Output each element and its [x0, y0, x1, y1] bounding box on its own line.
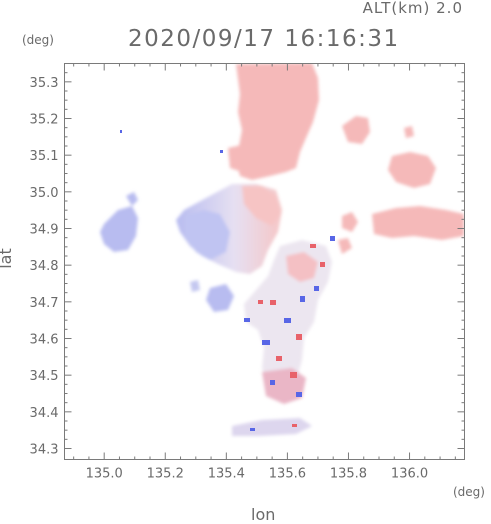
y-tick-label: 34.4: [30, 406, 59, 421]
eastern-echo-band: [338, 116, 464, 254]
central-echo-mass: [176, 184, 282, 274]
radar-echo-layer: [100, 63, 464, 436]
x-tick-label: 135.2: [147, 467, 184, 482]
x-axis-title: lon: [251, 505, 276, 524]
scan-timestamp: 2020/09/17 16:16:31: [128, 26, 400, 52]
x-axis-unit: (deg): [453, 485, 485, 499]
axis-tick-labels: 135.0 135.2 135.4 135.6 135.8 136.0 34.3 34.4 34…: [30, 76, 429, 482]
y-tick-label: 35.1: [30, 149, 59, 164]
plot-frame: [64, 63, 465, 460]
y-tick-label: 34.8: [30, 259, 59, 274]
x-tick-label: 135.6: [269, 467, 306, 482]
x-tick-label: 135.8: [330, 467, 367, 482]
axis-ticks: [64, 63, 465, 460]
northern-echo-band: [228, 63, 319, 180]
x-tick-label: 136.0: [391, 467, 428, 482]
y-tick-label: 35.3: [30, 76, 59, 91]
altitude-readout: ALT(km) 2.0: [362, 0, 463, 17]
y-tick-label: 34.9: [30, 223, 59, 238]
x-tick-label: 135.4: [208, 467, 245, 482]
y-tick-label: 34.5: [30, 369, 59, 384]
y-tick-label: 34.7: [30, 296, 59, 311]
y-tick-label: 34.3: [30, 443, 59, 458]
x-tick-label: 135.0: [86, 467, 123, 482]
southern-echo-cells: [190, 240, 332, 436]
western-echo-cluster: [100, 192, 138, 252]
y-axis-unit: (deg): [22, 33, 54, 47]
y-tick-label: 35.0: [30, 186, 59, 201]
y-tick-label: 34.6: [30, 333, 59, 348]
y-tick-label: 35.2: [30, 113, 59, 128]
echo-speckles: [120, 130, 335, 431]
